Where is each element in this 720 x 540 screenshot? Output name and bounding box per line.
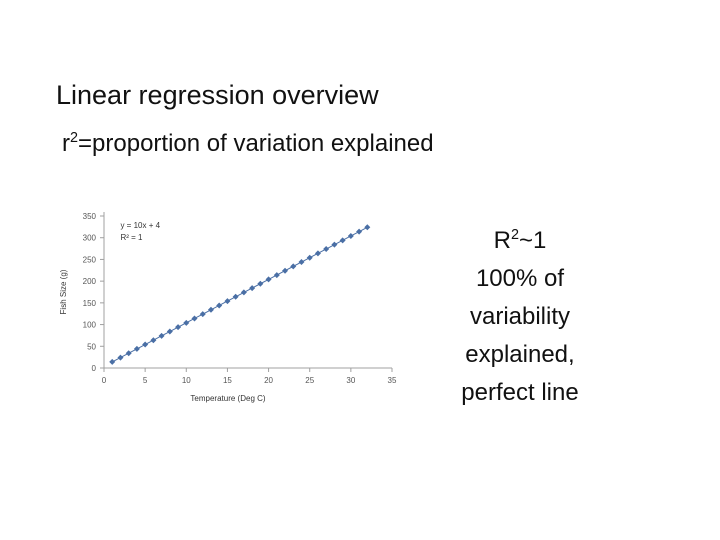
x-tick-label: 20 [264,376,273,385]
data-point [347,232,354,239]
data-point [282,267,289,274]
data-point [109,358,116,365]
data-point [265,276,272,283]
x-tick-label: 5 [143,376,148,385]
data-point [183,319,190,326]
data-point [224,298,231,305]
slide-title: Linear regression overview [56,80,379,110]
y-tick-label: 200 [83,277,97,286]
trend-line [111,226,368,363]
callout-line-3: explained, [465,341,575,368]
data-point [331,241,338,248]
callout-line-1: 100% of [475,265,565,292]
x-tick-label: 25 [305,376,314,385]
x-tick-label: 15 [223,376,232,385]
data-point [199,311,206,318]
x-tick-label: 35 [388,376,397,385]
data-point [249,285,256,292]
callout-text: R2~1 100% of variability explained, perf… [430,222,610,412]
data-point [142,341,149,348]
data-point [240,289,247,296]
data-point [216,302,223,309]
data-point [314,250,321,257]
data-point [191,315,198,322]
y-tick-label: 0 [92,364,97,373]
x-tick-label: 30 [346,376,355,385]
data-point [356,228,363,235]
slide-subtitle: r2=proportion of variation explained [62,130,434,158]
data-point [298,259,305,266]
y-tick-label: 300 [83,234,97,243]
x-tick-label: 0 [102,376,107,385]
data-point [175,324,182,331]
data-point [257,280,264,287]
data-point [273,272,280,279]
data-point [125,350,132,357]
regression-equation: y = 10x + 4 [120,221,160,230]
y-tick-label: 250 [83,255,97,264]
callout-line-4: perfect line [461,379,579,406]
r-squared-label: R² = 1 [120,233,143,242]
data-point [166,328,173,335]
callout-line-2: variability [469,303,571,330]
data-point [207,306,214,313]
subtitle-text: =proportion of variation explained [78,130,434,157]
subtitle-r: r [62,130,70,157]
data-point [117,354,124,361]
y-tick-label: 350 [83,212,97,221]
callout-superscript: 2 [510,227,519,243]
data-point [158,332,165,339]
y-tick-label: 150 [83,299,97,308]
callout-approx: ~1 [518,227,547,254]
y-tick-label: 50 [87,342,96,351]
data-point [150,337,157,344]
subtitle-superscript: 2 [70,130,79,146]
data-point [323,246,330,253]
data-point [306,254,313,261]
data-point [290,263,297,270]
y-axis-label: Fish Size (g) [59,269,68,314]
data-point [364,224,371,231]
data-point [232,293,239,300]
x-axis-label: Temperature (Deg C) [190,394,265,403]
data-point [339,237,346,244]
x-tick-label: 10 [182,376,191,385]
data-point [133,345,140,352]
callout-r: R [493,227,511,254]
scatter-chart: 0 50 100 150 200 250 300 350 0 5 10 15 20 25 30 35 Tempe… [59,212,397,403]
y-tick-label: 100 [83,321,97,330]
callout-r-squared: R2~1 [430,222,610,260]
scatter-chart-container: 0 50 100 150 200 250 300 350 0 5 10 15 20 25 30 35 Tempe… [46,200,406,410]
